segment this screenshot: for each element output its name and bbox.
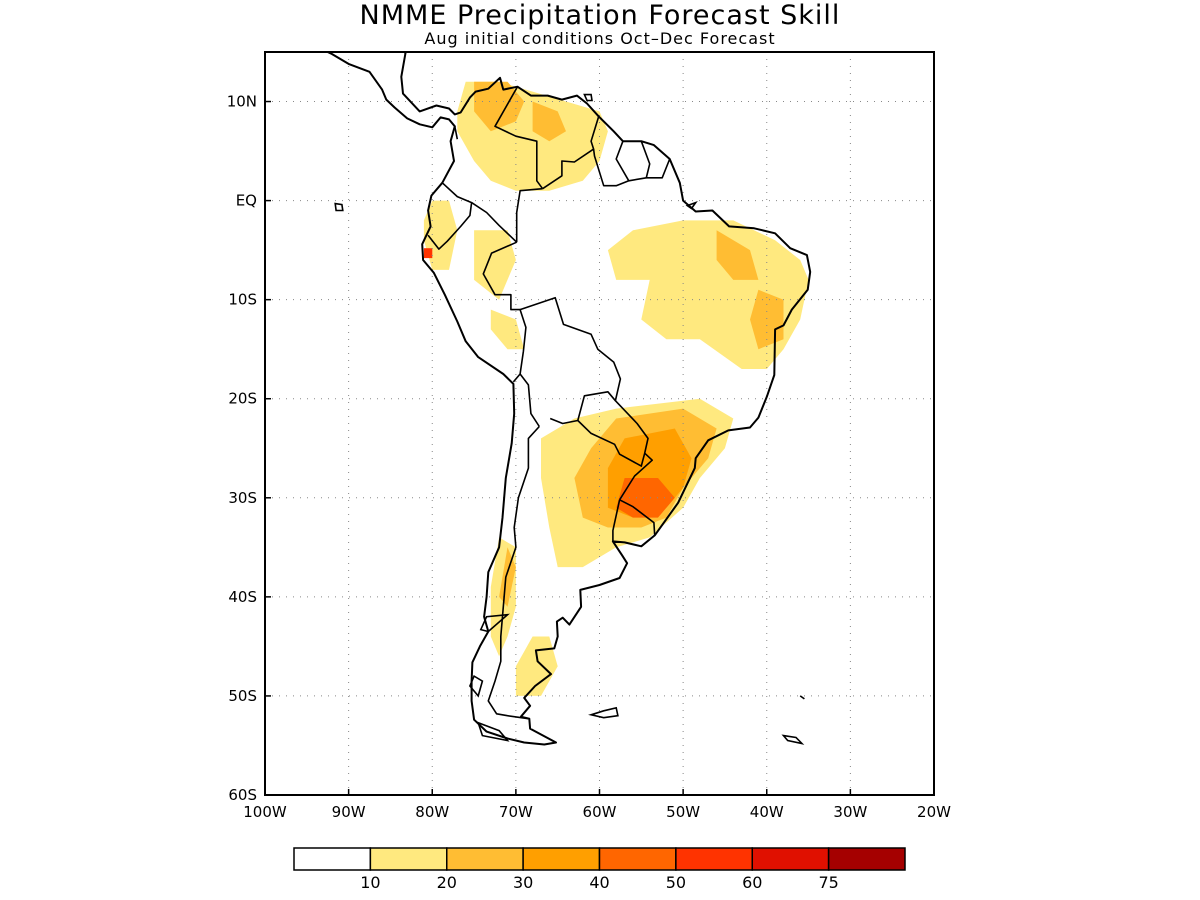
skill-region	[474, 230, 516, 300]
continent-coastline	[325, 52, 812, 746]
colorbar-swatch	[522, 847, 601, 871]
island-coastline	[685, 200, 698, 210]
colorbar-swatch	[446, 847, 524, 871]
lat-tick-label: EQ	[236, 192, 257, 210]
country-border	[519, 373, 540, 427]
lon-tick-label: 70W	[499, 803, 533, 821]
colorbar-swatch	[293, 847, 372, 871]
colorbar-label: 75	[818, 873, 838, 892]
island-coastline	[799, 695, 805, 700]
island-coastline	[781, 734, 805, 745]
country-border	[515, 187, 543, 243]
colorbar-swatch	[827, 847, 906, 871]
map-subtitle: Aug initial conditions Oct–Dec Forecast	[424, 29, 776, 48]
lat-tick-label: 50S	[228, 687, 257, 705]
island-coastline	[479, 613, 510, 633]
coastlines	[325, 52, 812, 746]
colorbar-label: 50	[666, 873, 686, 892]
country-border	[519, 296, 622, 425]
map-title: NMME Precipitation Forecast Skill	[359, 0, 841, 31]
lon-tick-label: 20W	[917, 803, 951, 821]
skill-region	[515, 636, 558, 696]
colorbar-label: 40	[589, 873, 609, 892]
country-border	[482, 241, 527, 383]
country-border	[494, 86, 544, 190]
skill-shading	[423, 81, 809, 696]
country-border	[487, 425, 540, 720]
lon-tick-label: 80W	[415, 803, 449, 821]
skill-region	[490, 309, 525, 350]
lat-tick-label: 20S	[228, 390, 257, 408]
island-coastline	[476, 721, 510, 742]
colorbar-label: 20	[437, 873, 457, 892]
country-border	[646, 158, 671, 179]
colorbar: 10 20 30 40 50 60 75	[293, 847, 906, 892]
colorbar-swatch	[598, 847, 677, 871]
skill-region	[716, 230, 759, 280]
colorbar-label: 10	[360, 873, 380, 892]
island-coastline	[468, 674, 484, 698]
colorbar-swatch	[369, 847, 448, 871]
colorbar-label: 30	[513, 873, 533, 892]
lon-tick-label: 100W	[243, 803, 287, 821]
country-border	[618, 452, 654, 501]
country-border	[471, 201, 518, 243]
skill-region	[532, 101, 566, 142]
country-border	[427, 182, 473, 250]
skill-region	[616, 478, 675, 518]
lat-tick-label: 60S	[228, 786, 257, 804]
island-coastline	[588, 706, 619, 719]
lat-tick-label: 30S	[228, 489, 257, 507]
lat-tick-label: 10N	[227, 93, 257, 111]
lon-tick-label: 30W	[833, 803, 867, 821]
island-coastline	[583, 93, 593, 102]
colorbar-swatch	[675, 847, 753, 871]
skill-region	[423, 248, 433, 259]
colorbar-label: 60	[742, 873, 762, 892]
country-border	[592, 140, 630, 187]
lon-tick-label: 90W	[332, 803, 366, 821]
country-border	[628, 140, 651, 182]
colorbar-swatch	[751, 847, 830, 871]
lon-tick-label: 60W	[583, 803, 617, 821]
grid-lines	[265, 52, 934, 795]
lon-tick-label: 50W	[666, 803, 700, 821]
island-coastline	[334, 202, 344, 212]
country-border	[454, 126, 459, 140]
lat-tick-label: 10S	[228, 291, 257, 309]
lon-tick-label: 40W	[750, 803, 784, 821]
country-border	[619, 499, 656, 536]
lat-tick-label: 40S	[228, 588, 257, 606]
skill-region	[474, 81, 525, 132]
country-border	[542, 116, 600, 190]
country-border	[612, 499, 621, 542]
country-border	[577, 400, 649, 467]
skill-region	[607, 220, 809, 369]
